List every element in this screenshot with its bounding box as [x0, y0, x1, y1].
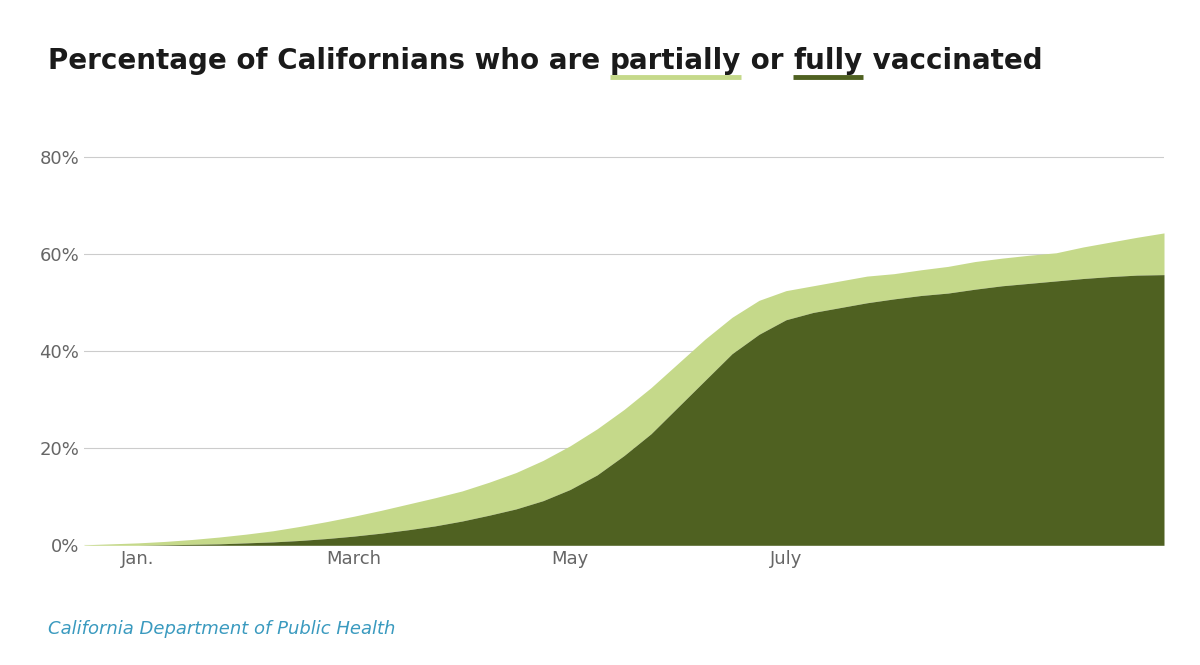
Text: fully: fully	[793, 47, 863, 74]
Text: partially: partially	[610, 47, 742, 74]
Text: or: or	[742, 47, 793, 74]
Text: vaccinated: vaccinated	[863, 47, 1042, 74]
Text: Percentage of Californians who are: Percentage of Californians who are	[48, 47, 610, 74]
Text: California Department of Public Health: California Department of Public Health	[48, 620, 395, 638]
